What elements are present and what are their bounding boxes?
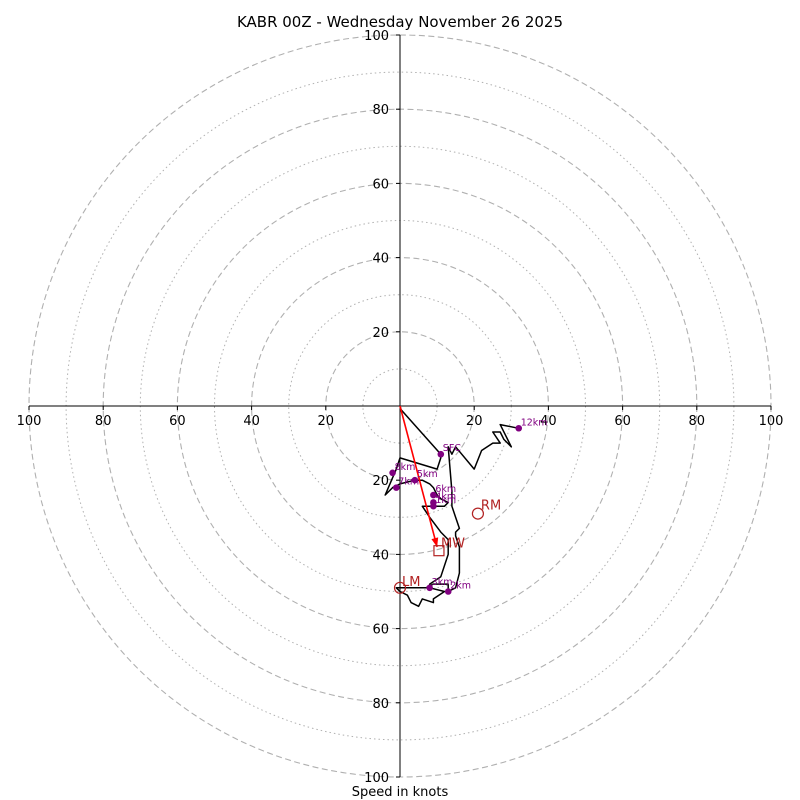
y-tick-label: 40 (372, 252, 389, 267)
height-label-4km: 4km (435, 491, 456, 502)
x-tick-label: 60 (614, 414, 631, 429)
rm-label: RM (481, 499, 501, 514)
y-tick-label: 40 (372, 548, 389, 563)
x-tick-label: 80 (689, 414, 706, 429)
mw-marker (433, 545, 445, 557)
y-tick-label: 60 (372, 177, 389, 192)
height-label-12km: 12km (521, 417, 548, 428)
y-tick-label: 100 (364, 29, 389, 44)
lm-marker (393, 581, 407, 594)
y-tick-label: 60 (372, 623, 389, 638)
x-tick-label: 100 (759, 414, 784, 429)
height-label-2km: 2km (450, 581, 471, 592)
height-marker-7km (392, 484, 400, 491)
height-marker-2km (444, 588, 452, 595)
x-tick-label: 60 (169, 414, 186, 429)
height-label-1km: 1km (435, 495, 456, 506)
tick-labels: 100 80 60 40 20 20 40 60 80 100 100 80 60 40 20 20 40 60 8… (17, 29, 784, 786)
height-marker-5km (411, 476, 419, 484)
rm-marker (471, 507, 485, 520)
height-marker-3km (426, 584, 433, 592)
y-tick-label: 20 (372, 326, 389, 341)
storm-motion-markers: RM LM MW (393, 499, 501, 594)
lm-label: LM (402, 575, 420, 590)
height-label-6km: 6km (435, 484, 456, 495)
y-tick-label: 80 (372, 103, 389, 118)
hodograph-line (384, 405, 519, 608)
height-label-3km: 3km (432, 577, 453, 588)
height-marker-6km (430, 491, 437, 499)
x-tick-label: 100 (17, 414, 42, 429)
height-label-5km: 5km (417, 469, 438, 480)
height-marker-4km (430, 499, 437, 506)
x-tick-label: 20 (318, 414, 335, 429)
mean-wind-arrowhead (431, 537, 439, 547)
height-marker-12km (515, 424, 523, 432)
hodograph-series (384, 405, 519, 608)
height-label-sfc: SFC (443, 443, 461, 454)
mw-label: MW (441, 537, 465, 552)
x-tick-label: 20 (466, 414, 483, 429)
x-tick-label: 80 (95, 414, 112, 429)
x-tick-label: 40 (243, 414, 260, 429)
height-label-7km: 7km (398, 477, 419, 488)
y-tick-label: 20 (372, 474, 389, 489)
mean-wind-vector (399, 405, 438, 548)
y-tick-label: 80 (372, 697, 389, 712)
height-marker-8km (389, 469, 396, 477)
y-tick-label: 100 (364, 771, 389, 786)
height-label-8km: 8km (395, 462, 416, 473)
height-marker-sfc (437, 450, 445, 458)
chart-title: KABR 00Z - Wednesday November 26 2025 (237, 13, 563, 31)
x-tick-label: 40 (540, 414, 557, 429)
x-axis-label: Speed in knots (352, 785, 449, 800)
